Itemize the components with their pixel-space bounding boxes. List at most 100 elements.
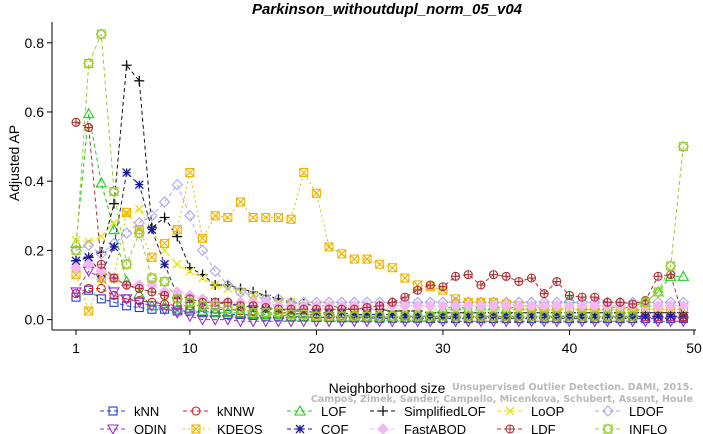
marker-shape	[666, 311, 676, 321]
marker-shape	[147, 252, 157, 262]
data-point	[348, 310, 361, 322]
marker-shape	[294, 404, 306, 416]
data-point	[526, 273, 537, 283]
marker-shape	[274, 213, 283, 222]
data-point	[221, 315, 234, 326]
marker-shape	[299, 168, 309, 177]
data-point	[666, 311, 676, 321]
marker-shape	[96, 283, 106, 294]
data-point	[653, 271, 663, 281]
marker-shape	[160, 238, 170, 249]
marker-shape	[221, 315, 234, 326]
marker-shape	[95, 176, 108, 188]
series-inflo	[70, 28, 690, 322]
data-point	[248, 212, 258, 223]
marker-shape	[223, 284, 233, 293]
data-point	[71, 292, 81, 302]
marker-shape	[451, 311, 461, 321]
marker-shape	[399, 310, 411, 322]
data-point	[349, 309, 359, 319]
marker-shape	[540, 289, 549, 298]
data-point	[247, 306, 259, 319]
marker-shape	[209, 265, 221, 277]
data-point	[209, 315, 222, 326]
marker-shape	[375, 259, 385, 269]
data-point	[134, 283, 144, 294]
marker-shape	[133, 297, 146, 309]
marker-shape	[576, 310, 588, 322]
legend-item-loop: LoOP	[497, 404, 564, 419]
marker-shape	[337, 311, 347, 321]
x-tick-label: 40	[562, 340, 578, 356]
data-point	[260, 306, 272, 319]
marker-shape	[387, 263, 397, 273]
marker-shape	[362, 254, 372, 264]
marker-shape	[677, 140, 690, 153]
marker-shape	[375, 259, 385, 269]
data-point	[223, 284, 233, 293]
data-point	[335, 316, 348, 328]
marker-shape	[505, 406, 515, 416]
data-point	[158, 304, 171, 316]
data-point	[449, 310, 462, 322]
marker-shape	[222, 303, 234, 316]
marker-shape	[183, 311, 196, 323]
marker-shape	[71, 235, 81, 245]
data-point	[272, 306, 285, 319]
data-point	[552, 277, 562, 287]
data-point	[171, 178, 184, 191]
marker-shape	[463, 311, 473, 321]
marker-shape	[425, 311, 435, 321]
data-point	[70, 244, 82, 257]
marker-shape	[602, 423, 614, 434]
data-point	[108, 185, 120, 198]
marker-shape	[261, 213, 271, 222]
x-axis-label: Neighborhood size	[329, 380, 446, 396]
marker-shape	[108, 287, 120, 299]
marker-shape	[261, 308, 271, 318]
marker-shape	[514, 277, 523, 286]
marker-shape	[324, 242, 334, 252]
marker-shape	[514, 311, 524, 321]
data-point	[413, 285, 423, 295]
marker-shape	[539, 311, 549, 321]
marker-shape	[72, 118, 80, 127]
data-point	[160, 259, 170, 269]
marker-shape	[96, 29, 106, 39]
marker-shape	[387, 311, 397, 321]
data-point	[437, 310, 449, 322]
marker-shape	[171, 293, 184, 305]
marker-shape	[476, 311, 486, 321]
marker-shape	[500, 310, 512, 322]
data-point	[476, 280, 486, 290]
x-tick-label: 20	[309, 340, 325, 356]
legend-item-simplifiedlof: SimplifiedLOF	[370, 404, 486, 419]
marker-shape	[122, 259, 132, 269]
marker-shape	[362, 311, 372, 321]
marker-shape	[172, 225, 182, 235]
marker-shape	[588, 310, 601, 322]
data-point	[399, 310, 411, 322]
data-point	[210, 280, 220, 290]
marker-shape	[172, 259, 182, 269]
marker-shape	[451, 311, 461, 321]
marker-shape	[400, 273, 410, 283]
marker-shape	[260, 306, 272, 319]
marker-shape	[71, 270, 81, 280]
marker-shape	[196, 304, 209, 316]
marker-shape	[134, 75, 145, 86]
data-point	[147, 225, 157, 235]
data-point	[411, 310, 424, 322]
marker-shape	[525, 310, 538, 322]
marker-shape	[375, 311, 385, 321]
legend-marker	[294, 404, 306, 416]
marker-shape	[222, 279, 234, 291]
data-point	[362, 302, 372, 313]
x-tick-label: 10	[182, 340, 198, 356]
data-point	[109, 273, 119, 283]
data-point	[400, 273, 410, 283]
legend-marker	[107, 424, 119, 434]
data-point	[222, 303, 234, 316]
data-point	[489, 270, 499, 280]
marker-shape	[122, 281, 131, 290]
